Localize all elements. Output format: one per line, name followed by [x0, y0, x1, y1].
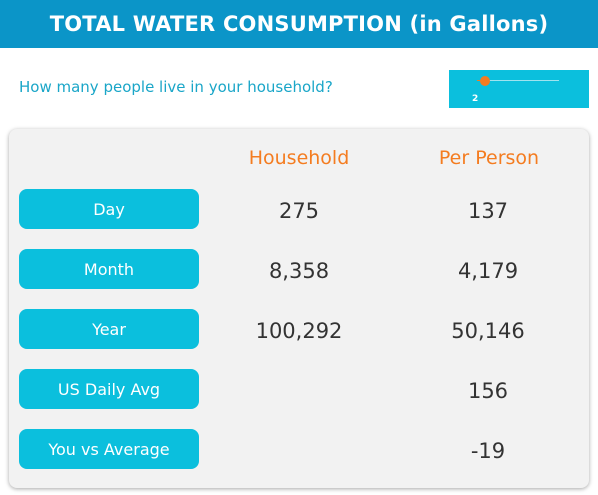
- per-person-month-value: 4,179: [457, 259, 519, 283]
- household-year-value: 100,292: [255, 319, 343, 343]
- per-person-us-daily-avg-value: 156: [467, 379, 509, 403]
- row-label-year: Year: [19, 309, 199, 349]
- results-panel: [9, 129, 589, 488]
- slider-value: 2: [472, 94, 479, 104]
- household-month-value: 8,358: [268, 259, 330, 283]
- column-header-per-person: Per Person: [438, 147, 540, 169]
- page-title: TOTAL WATER CONSUMPTION (in Gallons): [49, 12, 549, 36]
- slider-track[interactable]: [485, 80, 559, 81]
- row-label-month: Month: [19, 249, 199, 289]
- household-day-value: 275: [278, 199, 320, 223]
- household-size-question: How many people live in your household?: [19, 78, 333, 96]
- row-label-day: Day: [19, 189, 199, 229]
- household-size-slider[interactable]: 2: [449, 70, 589, 108]
- per-person-day-value: 137: [467, 199, 509, 223]
- per-person-year-value: 50,146: [451, 319, 525, 343]
- column-header-household: Household: [248, 147, 350, 169]
- row-label-you-vs-average: You vs Average: [19, 429, 199, 469]
- row-label-us-daily-avg: US Daily Avg: [19, 369, 199, 409]
- header-bar: TOTAL WATER CONSUMPTION (in Gallons): [0, 0, 598, 48]
- slider-thumb[interactable]: [480, 76, 490, 86]
- per-person-you-vs-average-value: -19: [470, 439, 506, 463]
